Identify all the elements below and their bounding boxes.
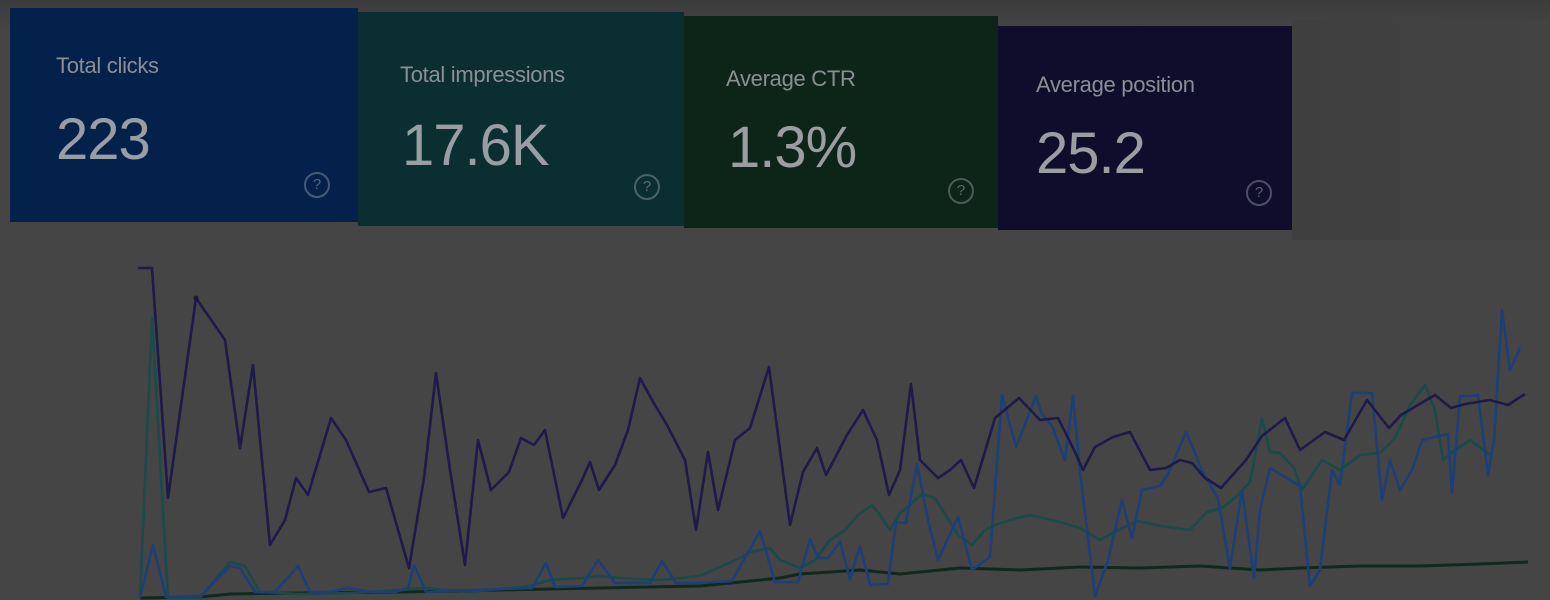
metric-label: Total clicks — [56, 53, 159, 78]
series-line-total-clicks — [138, 308, 1522, 599]
help-circle-icon[interactable]: ? — [634, 174, 660, 200]
line-chart-canvas — [138, 266, 1529, 600]
metric-value: 223 — [56, 107, 151, 172]
metric-value: 25.2 — [1036, 121, 1146, 186]
metric-label: Average position — [1036, 72, 1195, 97]
metric-card-average-ctr[interactable]: Average CTR 1.3% ? — [684, 16, 998, 228]
metric-label: Total impressions — [400, 62, 565, 87]
series-line-total-impressions — [138, 316, 1491, 600]
help-circle-icon[interactable]: ? — [948, 178, 974, 204]
metric-value: 1.3% — [728, 115, 857, 180]
metric-card-average-position[interactable]: Average position 25.2 ? — [998, 26, 1292, 230]
help-circle-icon[interactable]: ? — [1246, 180, 1272, 206]
series-line-average-position — [138, 266, 1526, 570]
metric-cards: Total clicks 223 ? Total impressions 17.… — [0, 0, 1550, 240]
help-circle-icon[interactable]: ? — [304, 172, 330, 198]
data-point-marker — [193, 295, 199, 301]
metric-card-total-clicks[interactable]: Total clicks 223 ? — [10, 8, 358, 222]
metric-card-total-impressions[interactable]: Total impressions 17.6K ? — [358, 12, 684, 226]
metric-label: Average CTR — [726, 66, 856, 91]
metric-value: 17.6K — [402, 113, 550, 178]
performance-chart[interactable] — [0, 240, 1550, 600]
empty-panel-area — [1292, 20, 1550, 240]
